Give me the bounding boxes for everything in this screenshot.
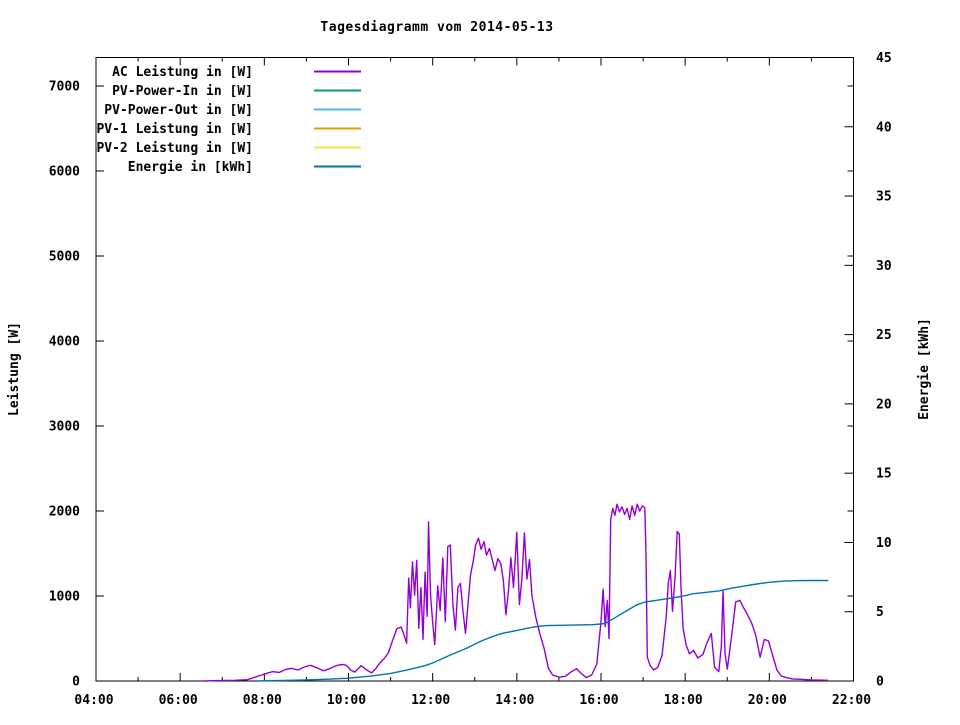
y-left-tick-label: 3000 (49, 420, 80, 435)
x-tick-label: 20:00 (748, 693, 787, 708)
legend-item-energie: Energie in [kWh] (128, 160, 361, 175)
x-tick-label: 08:00 (243, 693, 282, 708)
series-lines (203, 503, 829, 682)
y-right-tick-label: 25 (876, 328, 892, 343)
y-right-tick-label: 20 (876, 397, 892, 412)
series-line-energie (255, 579, 829, 682)
y-right-tick-label: 0 (876, 675, 884, 690)
y-right-tick-label: 45 (876, 51, 892, 66)
y-right-tick-label: 10 (876, 536, 892, 551)
y-left-axis-title: Leistung [W] (7, 322, 22, 416)
y-left-tick-label: 2000 (49, 505, 80, 520)
x-tick-label: 16:00 (579, 693, 618, 708)
y-right-tick-label: 35 (876, 190, 892, 205)
legend-item-pv-1-leistung: PV-1 Leistung in [W] (96, 122, 361, 137)
legend-label: PV-Power-Out in [W] (104, 103, 253, 118)
x-tick-label: 14:00 (495, 693, 534, 708)
legend-item-pv-power-out: PV-Power-Out in [W] (104, 103, 361, 118)
x-tick-label: 22:00 (832, 693, 871, 708)
y-right-tick-label: 40 (876, 120, 892, 135)
legend-label: PV-1 Leistung in [W] (96, 122, 253, 137)
y-left-tick-label: 1000 (49, 590, 80, 605)
series-line-ac-leistung (203, 503, 829, 682)
x-tick-label: 04:00 (74, 693, 113, 708)
plot-axes: 04:00 06:00 08:00 10:00 12:00 14:00 16:00 18:00… (49, 51, 892, 708)
legend-label: PV-Power-In in [W] (112, 84, 253, 99)
y-left-tick-label: 4000 (49, 335, 80, 350)
y-left-tick-label: 7000 (49, 80, 80, 95)
y-left-tick-label: 0 (72, 675, 80, 690)
legend-label: AC Leistung in [W] (112, 65, 253, 80)
legend-label: PV-2 Leistung in [W] (96, 141, 253, 156)
legend-item-pv-2-leistung: PV-2 Leistung in [W] (96, 141, 361, 156)
y-right-tick-label: 5 (876, 605, 884, 620)
legend: AC Leistung in [W] PV-Power-In in [W] PV-P… (96, 65, 361, 175)
y-left-tick-label: 5000 (49, 250, 80, 265)
y-right-tick-label: 15 (876, 467, 892, 482)
chart-title: Tagesdiagramm vom 2014-05-13 (320, 20, 553, 35)
legend-label: Energie in [kWh] (128, 160, 253, 175)
legend-item-ac-leistung: AC Leistung in [W] (112, 65, 361, 80)
x-tick-label: 10:00 (327, 693, 366, 708)
y-right-tick-label: 30 (876, 259, 892, 274)
y-left-tick-label: 6000 (49, 165, 80, 180)
x-tick-label: 06:00 (159, 693, 198, 708)
x-tick-label: 18:00 (664, 693, 703, 708)
x-tick-label: 12:00 (411, 693, 450, 708)
y-right-axis-title: Energie [kWh] (917, 318, 932, 420)
legend-item-pv-power-in: PV-Power-In in [W] (112, 84, 361, 99)
